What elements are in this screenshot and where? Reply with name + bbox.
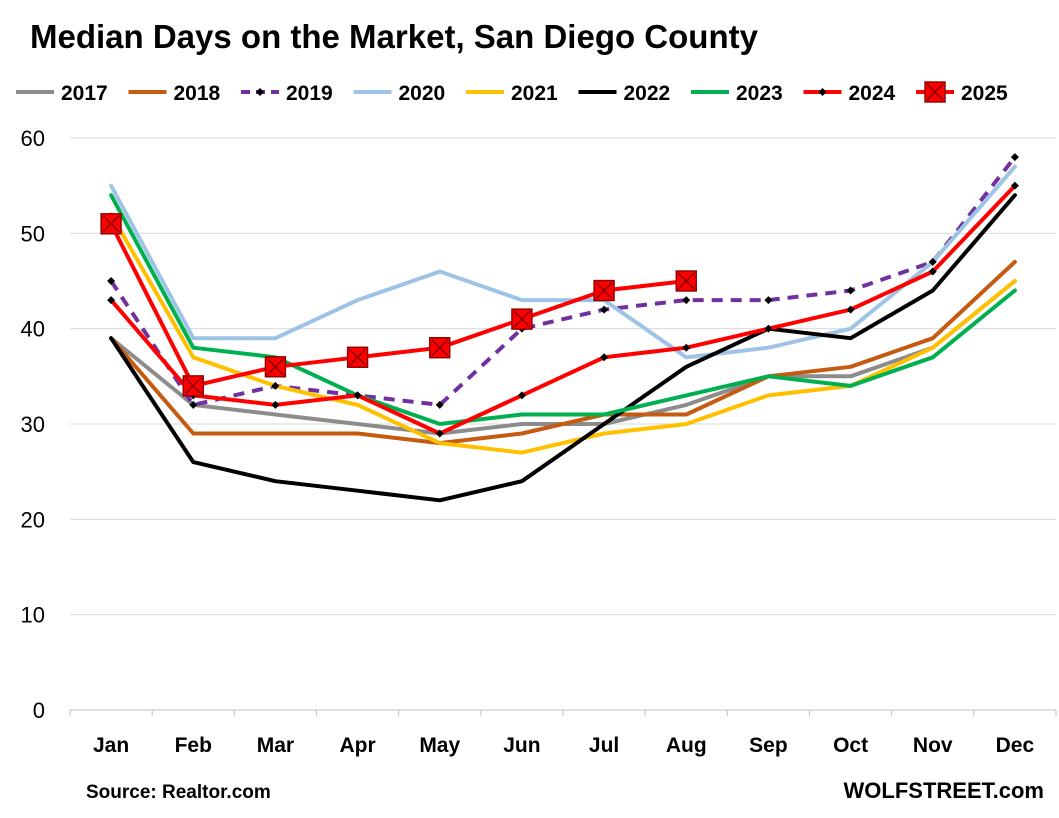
point-2019-marker <box>764 296 773 305</box>
point-2019-marker <box>928 257 937 266</box>
y-tick-label: 40 <box>21 317 45 342</box>
point-2019-marker <box>435 400 444 409</box>
point-2025-marker <box>511 308 533 330</box>
legend: 2017 2018 2019 2020 2021 2022 2023 2024 2025 <box>16 81 1008 105</box>
series-line-2021 <box>109 212 1017 455</box>
x-tick-label: Jan <box>93 734 129 757</box>
point-2025-marker <box>429 337 451 359</box>
legend-item-2022: 2022 <box>578 82 671 105</box>
x-tick-label: Jun <box>503 734 540 757</box>
legend-item-2019: 2019 <box>241 82 333 105</box>
x-tick-label: Jul <box>589 734 619 757</box>
series-line-2019 <box>109 155 1017 407</box>
legend-2019-marker <box>256 88 264 96</box>
legend-item-2024: 2024 <box>803 82 896 105</box>
legend-label: 2022 <box>624 82 671 105</box>
legend-label: 2018 <box>174 82 221 105</box>
point-2024-marker <box>600 353 609 362</box>
point-2024-marker <box>682 343 691 352</box>
x-tick-label: Feb <box>175 734 212 757</box>
point-2019-marker <box>107 277 116 285</box>
legend-2024-marker <box>818 88 827 96</box>
x-tick-label: Sep <box>749 734 788 757</box>
point-2024-marker <box>846 305 855 314</box>
series-line-2020 <box>109 164 1017 360</box>
series-line-2023 <box>109 193 1017 426</box>
point-2024-marker <box>353 391 362 400</box>
series-line-2022 <box>109 193 1017 503</box>
y-tick-label: 0 <box>33 698 45 723</box>
legend-label: 2021 <box>511 82 558 105</box>
point-2019-marker <box>682 296 691 305</box>
legend-label: 2025 <box>961 82 1008 105</box>
x-axis-ticks: Jan Feb Mar Apr May Jun Jul Aug Sep Oct Nov Dec <box>69 710 1057 757</box>
series-lines <box>109 155 1017 503</box>
point-2024-marker <box>928 267 937 276</box>
point-2019-marker <box>189 400 198 409</box>
y-tick-label: 50 <box>21 221 45 246</box>
legend-label: 2023 <box>736 82 783 105</box>
point-2019-marker <box>1010 153 1019 162</box>
legend-label: 2024 <box>849 82 896 105</box>
series-line-2024 <box>109 183 1017 436</box>
point-2025-marker <box>100 213 122 235</box>
series-line-2018 <box>109 259 1017 446</box>
point-2024-marker <box>764 324 773 333</box>
legend-label: 2017 <box>61 82 108 105</box>
x-tick-label: Apr <box>339 734 375 757</box>
point-2024-marker <box>271 400 280 409</box>
legend-item-2020: 2020 <box>353 82 446 105</box>
legend-item-2017: 2017 <box>16 82 108 105</box>
x-tick-label: May <box>419 734 460 757</box>
legend-label: 2019 <box>286 82 333 105</box>
y-tick-label: 10 <box>21 603 45 628</box>
legend-item-2023: 2023 <box>691 82 783 105</box>
point-2024-marker <box>107 296 116 305</box>
point-2025-marker <box>182 375 204 397</box>
point-2024-marker <box>1010 181 1019 190</box>
x-tick-label: Nov <box>913 734 953 757</box>
legend-2025-marker <box>924 81 946 103</box>
y-tick-label: 20 <box>21 507 45 532</box>
point-2025-marker <box>675 270 697 292</box>
point-2025-marker <box>593 279 615 302</box>
legend-item-2025: 2025 <box>916 81 1008 105</box>
y-axis-ticks: 0 10 20 30 40 50 60 <box>21 126 45 723</box>
y-tick-label: 60 <box>21 126 45 151</box>
series-line-2025 <box>109 221 689 388</box>
y-tick-label: 30 <box>21 412 45 437</box>
x-tick-label: Mar <box>257 734 294 757</box>
legend-item-2018: 2018 <box>128 82 221 105</box>
point-2024-marker <box>517 391 526 400</box>
point-2025-marker <box>264 356 287 378</box>
point-2019-marker <box>600 305 609 314</box>
point-2019-marker <box>846 286 855 295</box>
x-tick-label: Dec <box>996 734 1035 757</box>
point-2019-marker <box>271 381 280 390</box>
series-markers <box>100 153 1019 438</box>
source-label: Source: Realtor.com <box>86 782 271 803</box>
brand-label: WOLFSTREET.com <box>844 778 1044 803</box>
chart-title: Median Days on the Market, San Diego Cou… <box>30 18 759 55</box>
point-2024-marker <box>435 429 444 438</box>
x-tick-label: Aug <box>666 734 707 757</box>
point-2025-marker <box>346 346 369 368</box>
x-tick-label: Oct <box>833 734 868 757</box>
legend-label: 2020 <box>399 82 446 105</box>
legend-item-2021: 2021 <box>466 82 558 105</box>
